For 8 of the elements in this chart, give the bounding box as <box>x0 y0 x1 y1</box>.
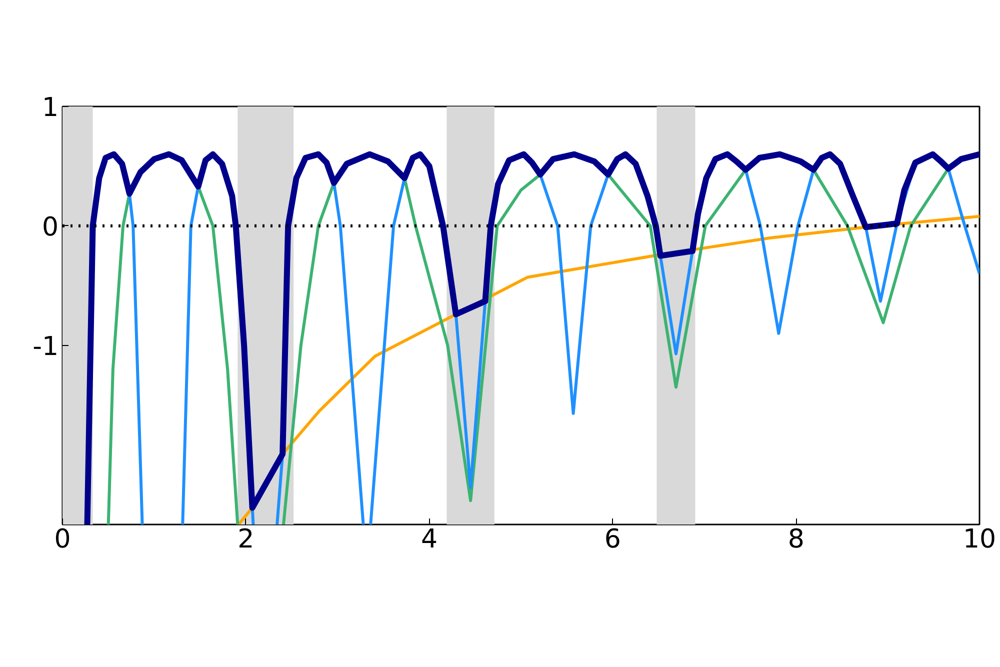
x-tick-label: 4 <box>421 524 438 554</box>
x-tick-label: 6 <box>604 524 621 554</box>
x-tick-label: 10 <box>962 524 996 554</box>
y-tick-label: 0 <box>42 212 59 242</box>
y-tick-label: -1 <box>32 332 59 362</box>
x-tick-label: 8 <box>788 524 804 554</box>
x-tick-label: 2 <box>238 524 254 554</box>
y-tick-label: 1 <box>42 93 59 123</box>
